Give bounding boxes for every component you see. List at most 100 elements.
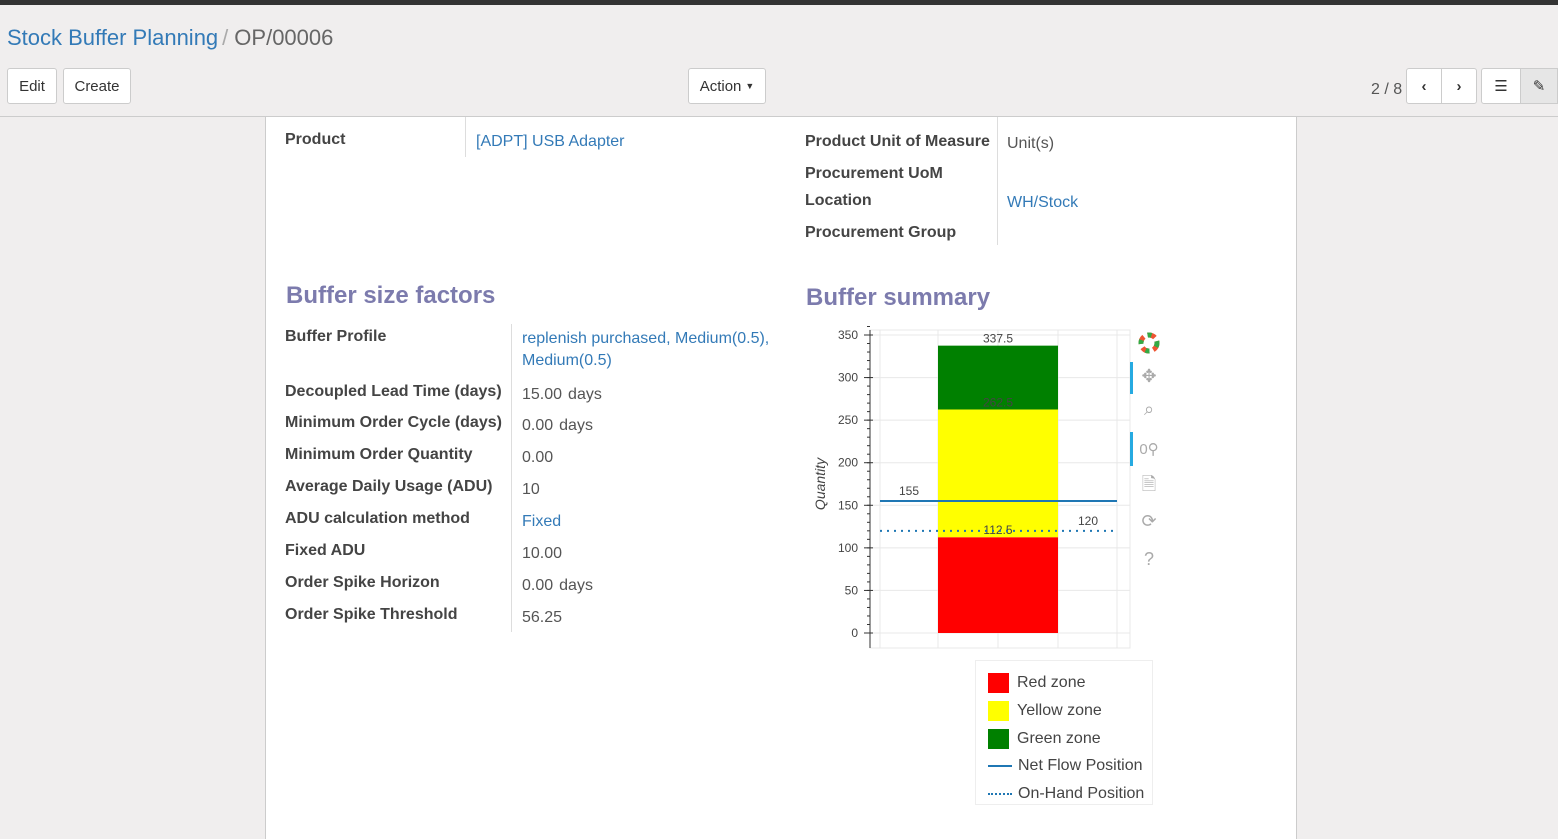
divider — [465, 117, 466, 157]
caret-down-icon: ▼ — [745, 81, 755, 91]
legend-label: Yellow zone — [1017, 702, 1102, 719]
buffer-size-factors-title: Buffer size factors — [286, 282, 496, 309]
bokeh-logo-icon[interactable] — [1138, 332, 1160, 354]
wheel-zoom-icon[interactable]: 0⚲ — [1139, 441, 1159, 458]
factor-unit: days — [568, 386, 602, 403]
line-label: 120 — [1078, 514, 1098, 528]
legend-label: Red zone — [1017, 674, 1086, 691]
factor-label: Average Daily Usage (ADU) — [285, 478, 493, 495]
factor-value: 56.25 — [522, 609, 562, 627]
procurement-group-label: Procurement Group — [805, 224, 957, 241]
factor-value-text: 0.00 — [522, 417, 554, 434]
legend-item[interactable]: Net Flow Position — [988, 757, 1143, 775]
factor-value[interactable]: replenish purchased, Medium(0.5), Medium… — [522, 328, 777, 372]
factor-value-text: 0.00 — [522, 577, 554, 594]
legend-swatch — [988, 701, 1009, 721]
pager-value: 2 / 8 — [1371, 81, 1403, 98]
breadcrumb: Stock Buffer Planning / OP/00006 — [7, 25, 333, 51]
factor-value: 15.00 days — [522, 386, 602, 404]
chart-legend: Red zone Yellow zone Green zone Net Flow Po… — [975, 660, 1153, 805]
breadcrumb-separator: / — [222, 25, 229, 50]
chevron-left-icon: ‹ — [1421, 77, 1427, 95]
reset-icon[interactable]: ⟳ — [1141, 510, 1157, 531]
edit-button[interactable]: Edit — [7, 68, 57, 104]
top-bar — [0, 0, 1558, 5]
legend-item[interactable]: Yellow zone — [988, 701, 1102, 721]
legend-swatch — [988, 793, 1012, 795]
factor-unit: days — [559, 577, 593, 594]
divider — [511, 324, 512, 632]
legend-swatch — [988, 765, 1012, 767]
product-label: Product — [285, 131, 346, 148]
factor-value-text: 15.00 — [522, 386, 563, 403]
factor-value-text: 10.00 — [522, 545, 563, 562]
factor-value-text: 56.25 — [522, 609, 563, 626]
factor-value-text: 10 — [522, 481, 540, 498]
previous-record-button[interactable]: ‹ — [1406, 68, 1442, 104]
factor-value-text: replenish purchased, Medium(0.5), Medium… — [522, 330, 770, 369]
bar-label: 337.5 — [983, 332, 1013, 346]
active-tool-indicator — [1130, 432, 1133, 466]
y-tick-label: 350 — [838, 328, 858, 342]
factor-label: Buffer Profile — [285, 328, 387, 345]
edit-form-icon: ✎ — [1532, 78, 1546, 95]
zone-bar-green-zone — [938, 345, 1058, 410]
list-icon: ☰ — [1494, 78, 1508, 95]
legend-item[interactable]: On-Hand Position — [988, 785, 1144, 803]
buffer-summary-title: Buffer summary — [806, 284, 991, 311]
factor-label: Fixed ADU — [285, 542, 366, 559]
chevron-right-icon: › — [1456, 77, 1462, 95]
legend-label: Net Flow Position — [1018, 757, 1143, 774]
legend-label: On-Hand Position — [1018, 785, 1145, 802]
save-icon[interactable]: 🗎 — [1141, 474, 1157, 494]
create-button[interactable]: Create — [63, 68, 131, 104]
action-dropdown[interactable]: Action ▼ — [688, 68, 766, 104]
y-tick-label: 300 — [838, 371, 858, 385]
factor-unit: days — [559, 417, 593, 434]
bar-label: 112.5 — [983, 523, 1012, 537]
zone-bar-yellow-zone — [938, 409, 1058, 538]
factor-value-text: Fixed — [522, 513, 562, 530]
factor-value-text: 0.00 — [522, 449, 554, 466]
list-view-button[interactable]: ☰ — [1481, 68, 1521, 104]
factor-value: 0.00 — [522, 449, 553, 467]
factor-value: 0.00 days — [522, 417, 593, 435]
location-label: Location — [805, 192, 872, 209]
factor-value[interactable]: Fixed — [522, 513, 561, 531]
form-view-button[interactable]: ✎ — [1520, 68, 1558, 104]
legend-item[interactable]: Green zone — [988, 729, 1101, 749]
factor-value: 10 — [522, 481, 540, 499]
help-icon[interactable]: ? — [1143, 548, 1154, 569]
factor-label: Decoupled Lead Time (days) — [285, 383, 502, 400]
line-label: 155 — [899, 484, 919, 498]
y-tick-label: 150 — [838, 498, 858, 512]
next-record-button[interactable]: › — [1441, 68, 1477, 104]
factor-label: ADU calculation method — [285, 510, 470, 527]
legend-item[interactable]: Red zone — [988, 673, 1086, 693]
factor-label: Order Spike Horizon — [285, 574, 440, 591]
uom-value: Unit(s) — [1007, 135, 1055, 152]
y-axis-label: Quantity — [812, 457, 828, 510]
product-link[interactable]: [ADPT] USB Adapter — [476, 133, 625, 150]
y-tick-label: 50 — [845, 583, 859, 597]
procurement-uom-label: Procurement UoM — [805, 165, 943, 182]
zone-bar-red-zone — [938, 537, 1058, 633]
factor-label: Order Spike Threshold — [285, 606, 458, 623]
factor-label: Minimum Order Quantity — [285, 446, 473, 463]
y-tick-label: 0 — [851, 626, 858, 640]
location-link[interactable]: WH/Stock — [1007, 194, 1079, 211]
bar-label: 262.5 — [983, 396, 1013, 410]
breadcrumb-current: OP/00006 — [234, 25, 334, 50]
breadcrumb-parent-link[interactable]: Stock Buffer Planning — [7, 25, 219, 50]
legend-swatch — [988, 673, 1009, 693]
factor-label: Minimum Order Cycle (days) — [285, 414, 502, 431]
y-tick-label: 200 — [838, 456, 858, 470]
active-tool-indicator — [1130, 362, 1133, 394]
legend-label: Green zone — [1017, 730, 1101, 747]
factor-value: 10.00 — [522, 545, 562, 563]
pan-icon[interactable]: ✥ — [1141, 365, 1157, 386]
buffer-chart: 0 50 100 150 200 250 300 350 Quantity 112.5 262.5 3… — [812, 325, 1131, 649]
uom-label: Product Unit of Measure — [805, 133, 990, 150]
box-zoom-icon[interactable]: ⌕ — [1143, 398, 1155, 419]
factor-value: 0.00 days — [522, 577, 593, 595]
